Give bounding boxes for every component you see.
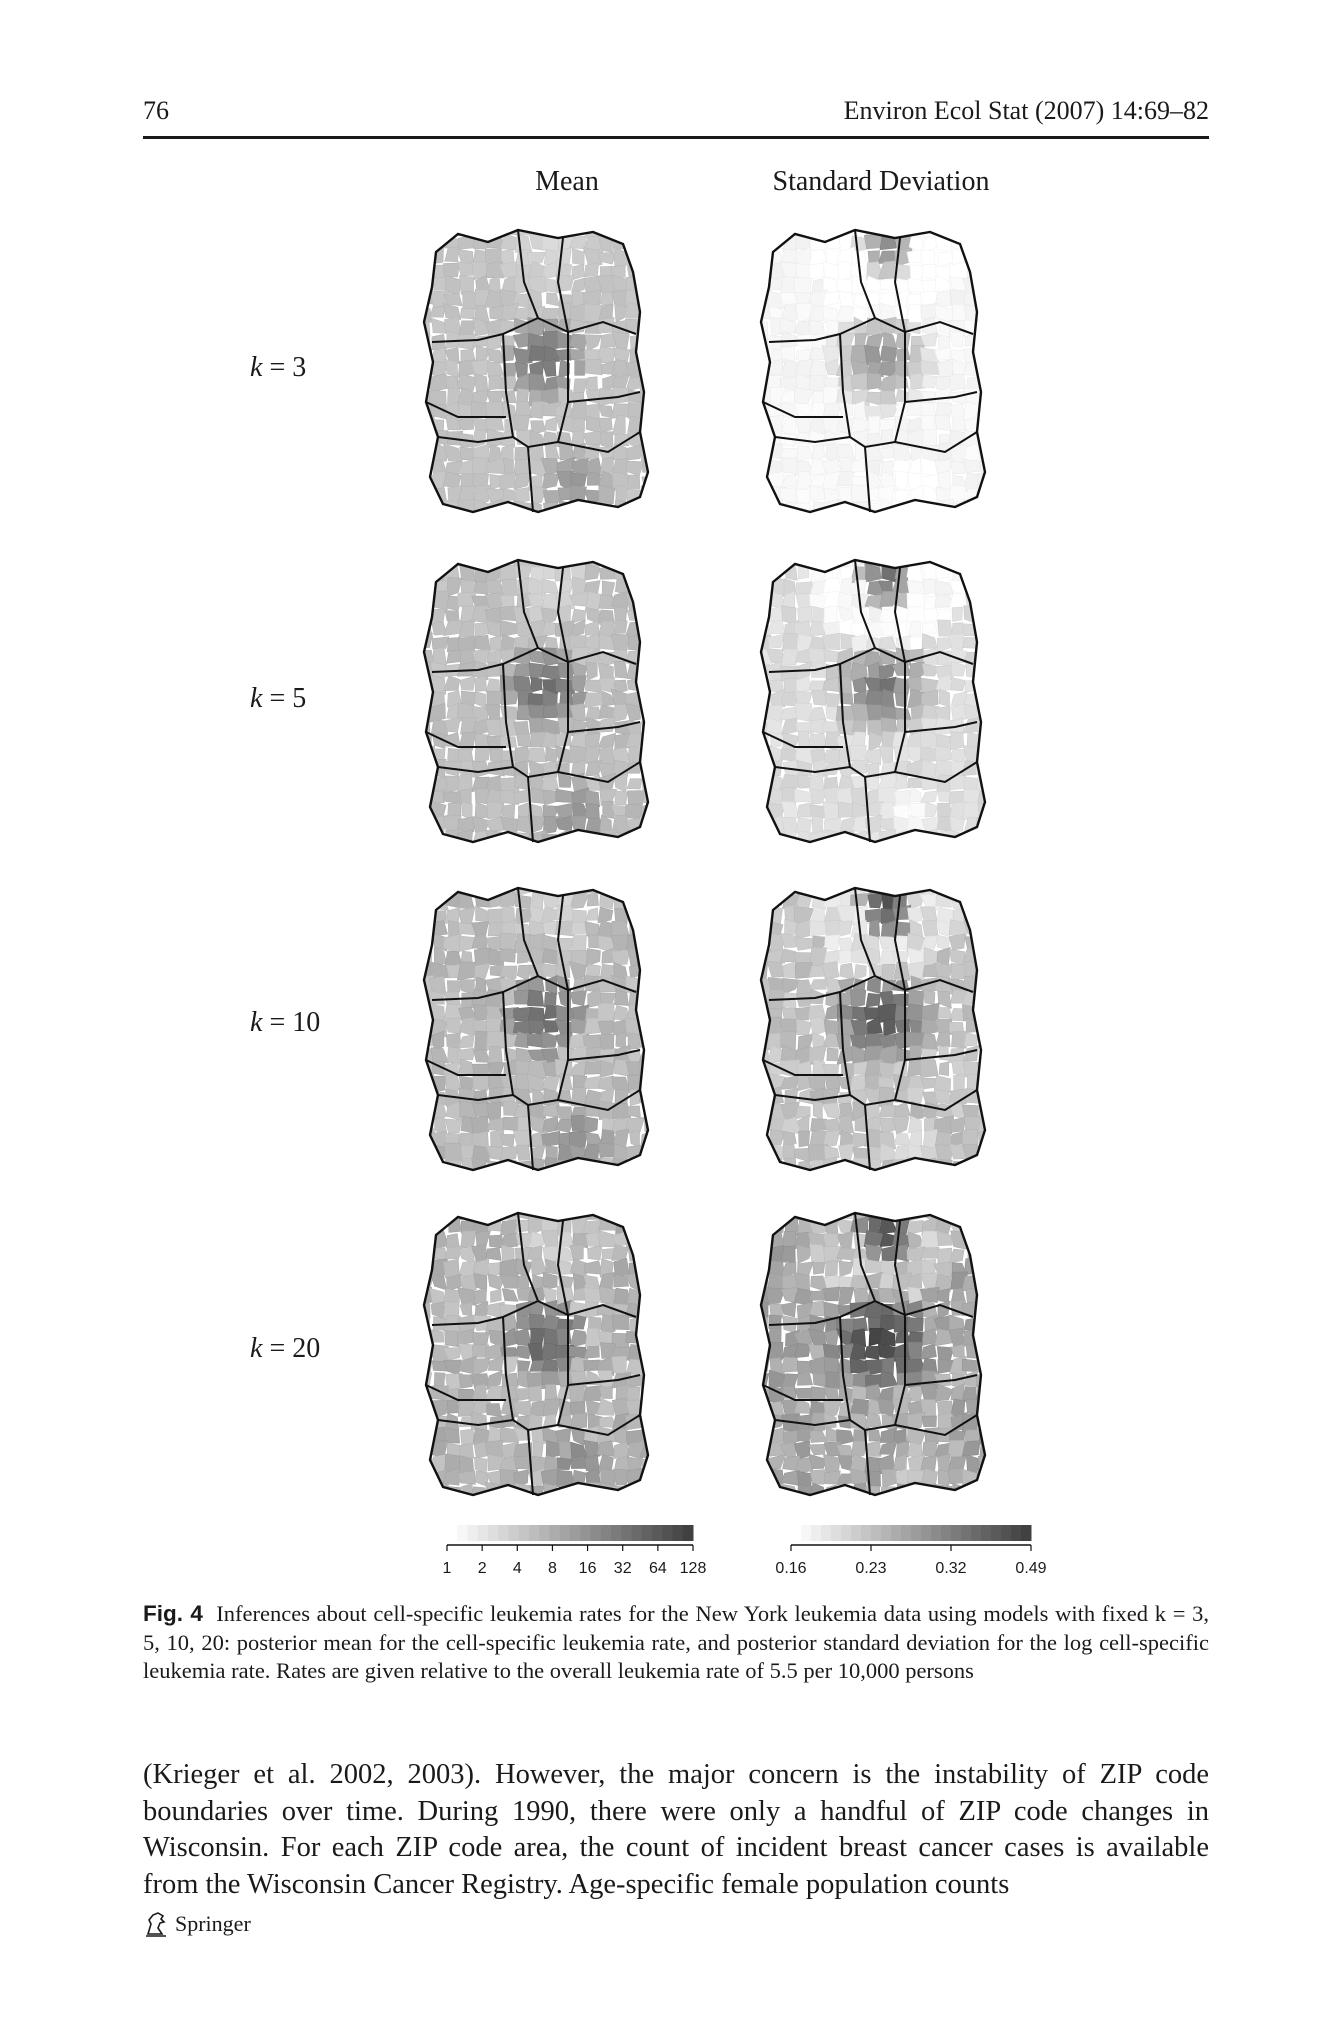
page-number: 76 [143, 96, 169, 125]
column-title-sd: Standard Deviation [772, 166, 990, 197]
journal-citation: Environ Ecol Stat (2007) 14:69–82 [843, 96, 1209, 125]
sd-scale-tick-label: 0.49 [1015, 1560, 1047, 1577]
header-rule [143, 136, 1209, 139]
mean-colorbar [446, 1525, 694, 1551]
sd-map-panel-row1 [759, 228, 987, 514]
figure-map-panels [422, 228, 1032, 1551]
body-paragraph: (Krieger et al. 2002, 2003). However, th… [143, 1759, 1209, 1900]
mean-map-panel-row1 [422, 228, 650, 514]
sd-scale-tick-label: 0.23 [855, 1560, 887, 1577]
mean-map-panel-row3 [422, 886, 650, 1172]
sd-colorbar [790, 1525, 1032, 1551]
publisher-name: Springer [175, 1911, 251, 1936]
mean-map-panel-row4 [422, 1211, 650, 1497]
row-label-k20: k = 20 [250, 1333, 321, 1364]
sd-scale-tick-label: 0.16 [775, 1560, 807, 1577]
caption-text: Inferences about cell-specific leukemia … [143, 1601, 1209, 1683]
running-header: 76 Environ Ecol Stat (2007) 14:69–82 [143, 96, 1209, 134]
sd-colorbar-labels: 0.16 0.23 0.32 0.49 [0, 1560, 1336, 1584]
springer-horse-icon [146, 1912, 166, 1937]
sd-scale-tick-label: 0.32 [935, 1560, 967, 1577]
row-label-k3: k = 3 [250, 352, 307, 383]
sd-map-panel-row4 [759, 1211, 987, 1497]
row-label-k5: k = 5 [250, 683, 307, 714]
sd-map-panel-row2 [759, 558, 987, 844]
caption-label: Fig. 4 [143, 1601, 203, 1626]
mean-map-panel-row2 [422, 558, 650, 844]
sd-map-panel-row3 [759, 886, 987, 1172]
page-footer: Springer [143, 1910, 251, 1938]
row-label-k10: k = 10 [250, 1007, 321, 1038]
figure-caption: Fig. 4 Inferences about cell-specific le… [143, 1600, 1209, 1686]
